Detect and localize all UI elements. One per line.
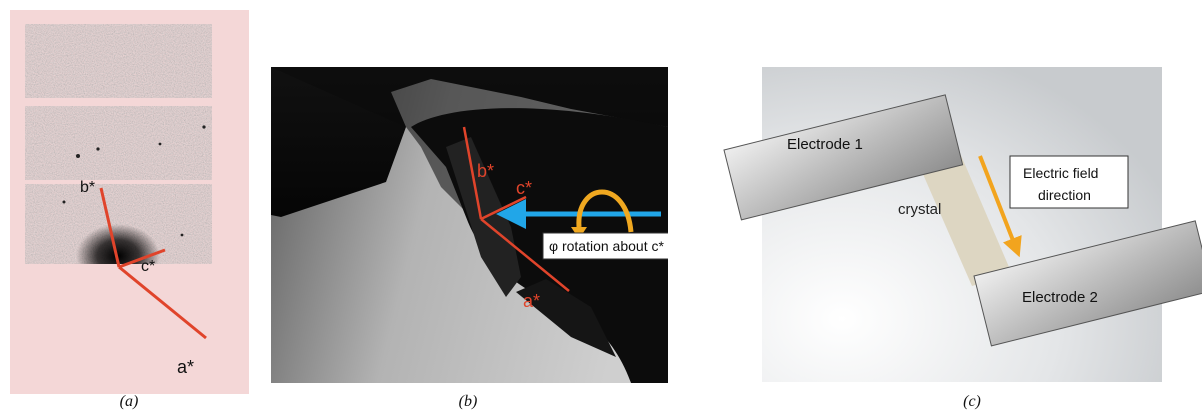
crystal-label: crystal bbox=[898, 201, 941, 218]
electrode-2 bbox=[973, 220, 1202, 347]
field-arrow bbox=[978, 155, 1022, 258]
axis-a bbox=[118, 265, 207, 340]
caption-c: (c) bbox=[963, 393, 981, 410]
axis-a-b bbox=[480, 218, 570, 292]
panel-b: b* c* a* φ rotation about c* bbox=[271, 67, 668, 383]
panel-b-figure: b* c* a* φ rotation about c* bbox=[271, 67, 668, 383]
label-c-star-b: c* bbox=[516, 178, 532, 198]
rotation-label: φ rotation about c* bbox=[549, 238, 664, 254]
axis-b-b bbox=[462, 126, 483, 220]
axis-c bbox=[118, 248, 166, 269]
label-a-star: a* bbox=[177, 357, 194, 377]
crystal-bar bbox=[915, 146, 1012, 286]
label-b-star: b* bbox=[80, 179, 95, 196]
panel-c: crystal Electrode 1 Electrode 2 Electric… bbox=[722, 64, 1202, 386]
caption-a: (a) bbox=[119, 393, 139, 410]
field-label-line2: direction bbox=[1038, 187, 1091, 203]
rotation-label-box bbox=[542, 232, 668, 260]
crystal-bottom bbox=[516, 279, 616, 357]
detector-strip-middle bbox=[25, 106, 212, 180]
caption-b: (b) bbox=[458, 393, 478, 410]
direct-beam-spot bbox=[76, 224, 160, 264]
reciprocal-axes bbox=[99, 187, 207, 340]
electrode-1-label: Electrode 1 bbox=[787, 136, 863, 153]
electrode-1 bbox=[723, 94, 964, 221]
panel-c-figure: crystal Electrode 1 Electrode 2 Electric… bbox=[723, 67, 1202, 382]
field-label-box bbox=[1009, 155, 1129, 209]
label-c-star: c* bbox=[141, 258, 155, 275]
detector-strip-top bbox=[25, 24, 212, 98]
label-a-star-b: a* bbox=[523, 291, 540, 311]
panel-a: b* c* a* bbox=[10, 10, 249, 394]
axis-b bbox=[99, 187, 121, 268]
rotation-arc bbox=[576, 189, 634, 233]
panel-a-figure: b* c* a* bbox=[10, 10, 249, 394]
label-b-star-b: b* bbox=[477, 161, 494, 181]
diffraction-spots bbox=[62, 125, 206, 237]
field-label-line1: Electric field bbox=[1023, 165, 1098, 181]
electrode-2-label: Electrode 2 bbox=[1022, 289, 1098, 306]
